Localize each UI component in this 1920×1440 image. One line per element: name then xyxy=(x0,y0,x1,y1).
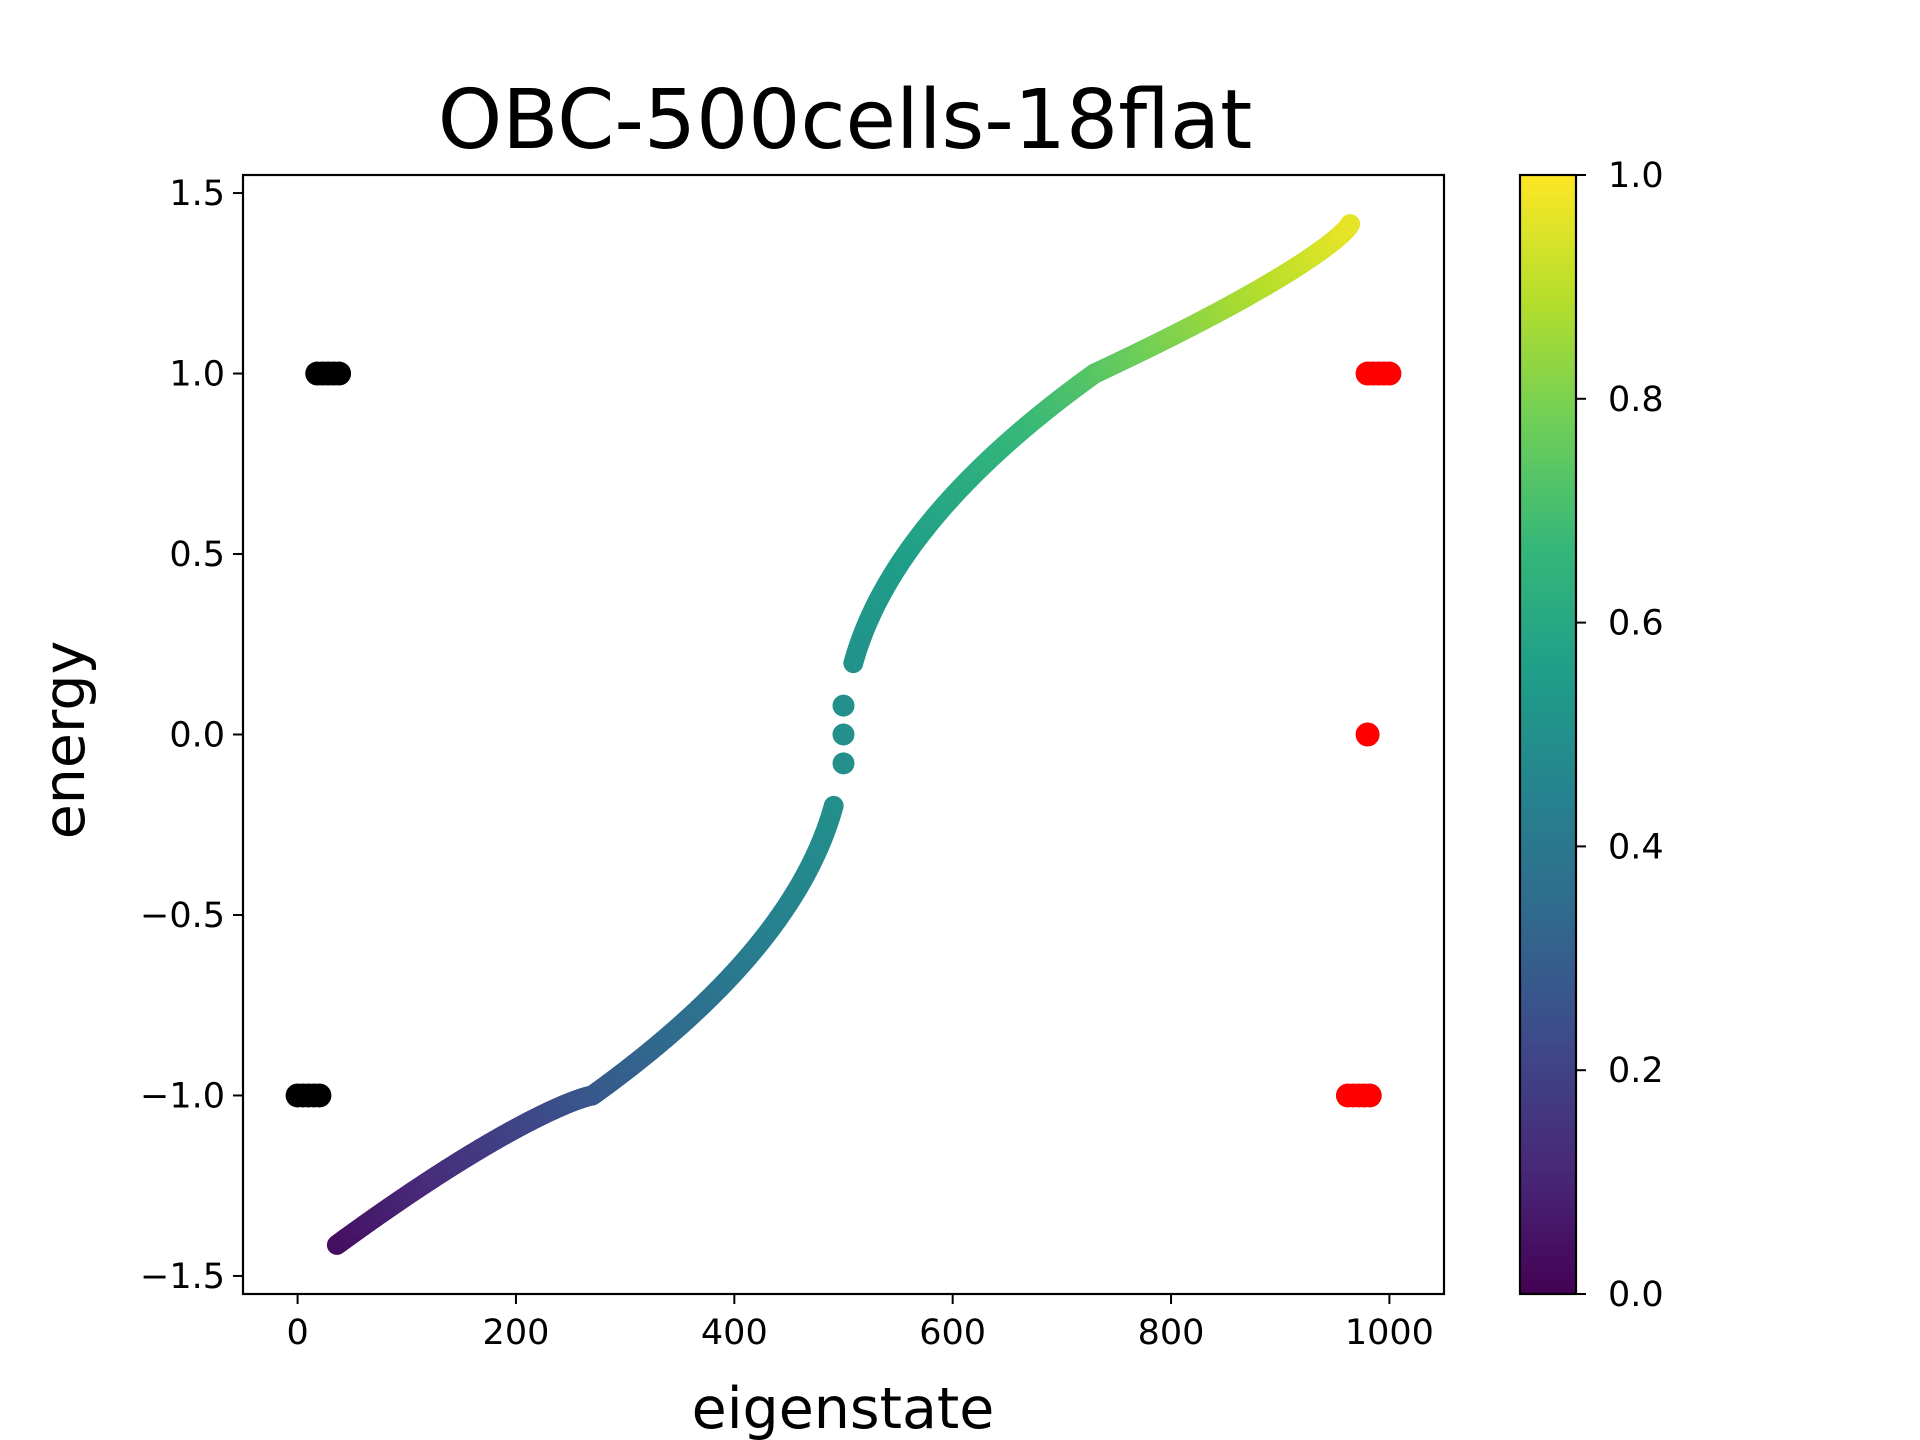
data-point xyxy=(1340,214,1361,235)
data-point xyxy=(1377,361,1402,386)
data-point xyxy=(307,1083,332,1108)
x-tick-label: 0 xyxy=(286,1313,308,1353)
x-tick-label: 200 xyxy=(483,1313,550,1353)
data-point xyxy=(1357,1083,1382,1108)
points-layer xyxy=(285,214,1402,1255)
colorbar xyxy=(1518,173,1578,1296)
data-point xyxy=(823,795,844,816)
x-tick-label: 800 xyxy=(1138,1313,1205,1353)
x-tick-label: 400 xyxy=(701,1313,768,1353)
x-axis: 0 200 400 600 800 1000 xyxy=(286,1294,1434,1353)
colorbar-axis: 0.0 0.2 0.4 0.6 0.8 1.0 xyxy=(1576,156,1664,1315)
colorbar-tick-label: 0.6 xyxy=(1608,604,1664,644)
colorbar-tick-label: 0.4 xyxy=(1608,827,1664,867)
x-tick-label: 1000 xyxy=(1345,1313,1434,1353)
y-axis-label: energy xyxy=(32,641,98,840)
colorbar-tick-label: 0.2 xyxy=(1608,1051,1664,1091)
data-point xyxy=(832,723,855,746)
y-tick-label: 1.5 xyxy=(169,174,225,214)
colorbar-tick-label: 1.0 xyxy=(1608,156,1664,196)
data-point xyxy=(1355,722,1380,747)
y-tick-label: −1.5 xyxy=(140,1257,225,1297)
x-axis-label: eigenstate xyxy=(692,1376,995,1440)
colorbar-tick-label: 0.8 xyxy=(1608,380,1664,420)
chart-title: OBC-500cells-18flat xyxy=(438,73,1253,168)
x-tick-label: 600 xyxy=(919,1313,986,1353)
y-tick-label: 0.5 xyxy=(169,535,225,575)
y-axis: −1.5 −1.0 −0.5 0.0 0.5 1.0 1.5 xyxy=(140,174,243,1297)
data-point xyxy=(832,752,855,775)
data-point xyxy=(832,694,855,717)
colorbar-tick-label: 0.0 xyxy=(1608,1275,1664,1315)
y-tick-label: 1.0 xyxy=(169,355,225,395)
data-point xyxy=(327,361,352,386)
y-tick-label: −0.5 xyxy=(140,896,225,936)
y-tick-label: 0.0 xyxy=(169,716,225,756)
y-tick-label: −1.0 xyxy=(140,1076,225,1116)
